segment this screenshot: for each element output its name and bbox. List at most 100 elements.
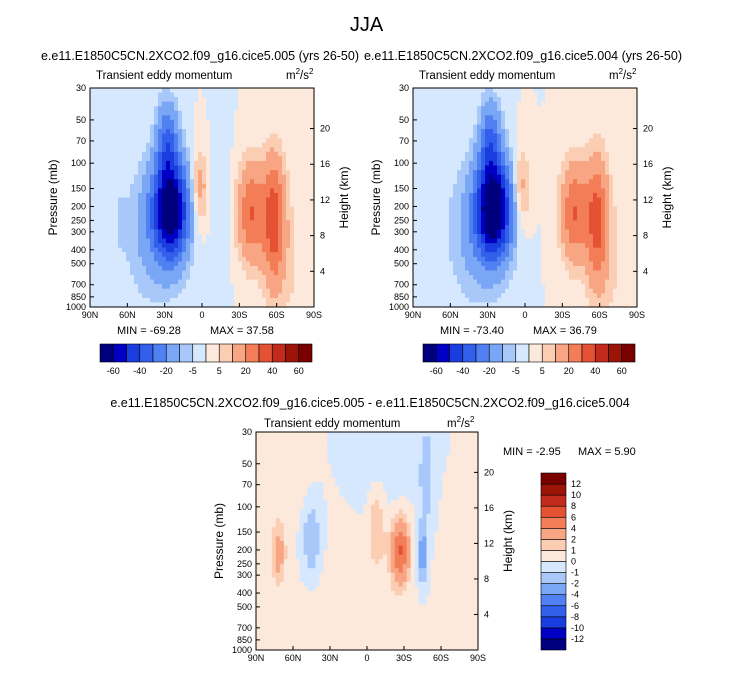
panel1-cell xyxy=(130,192,135,199)
panel1-cell xyxy=(198,284,203,290)
panel2-cell xyxy=(613,115,618,121)
panel2-cell xyxy=(437,224,442,231)
panel2-cell xyxy=(617,110,622,116)
panel1-cell xyxy=(226,161,231,167)
panel1-cell xyxy=(146,147,151,153)
panel2-cell xyxy=(549,88,554,94)
panel2-cell xyxy=(453,92,458,98)
panel1-cell xyxy=(302,224,307,231)
panel1-cell xyxy=(102,211,107,217)
panel1-cell xyxy=(306,92,311,98)
panel1-cell xyxy=(138,302,143,308)
panel1-cell xyxy=(202,206,207,212)
panel1-cell xyxy=(130,215,135,221)
panel2-cell xyxy=(533,92,538,98)
panel2-cell xyxy=(517,197,522,203)
panel1-cell xyxy=(134,129,139,135)
panel2-cell xyxy=(613,192,618,199)
panel2-cell xyxy=(629,124,634,130)
panel1-cell xyxy=(198,279,203,285)
panel1-cell xyxy=(214,261,219,267)
panel2-cell xyxy=(489,211,494,217)
panel1-cell xyxy=(210,211,215,217)
panel1-cell xyxy=(186,206,191,212)
panel2-cell xyxy=(521,119,526,126)
panel1-cell xyxy=(142,129,147,135)
panel2-cell xyxy=(421,202,426,208)
panel1-cell xyxy=(138,170,143,176)
panel1-cell xyxy=(114,261,119,267)
panel1-cell xyxy=(106,156,111,162)
panel1-cell xyxy=(254,179,259,185)
panel1-cell xyxy=(118,151,123,158)
panel2-cell xyxy=(609,247,614,253)
panel1-cell xyxy=(262,151,267,158)
panel1-cell xyxy=(206,119,211,126)
panel2-cell xyxy=(529,138,534,144)
panel2-cell xyxy=(441,197,446,203)
panel2-cell xyxy=(433,265,438,272)
panel1-cell xyxy=(218,302,223,308)
panel1-cell xyxy=(98,179,103,185)
panel1-cell xyxy=(230,106,235,112)
panel2-cell xyxy=(437,156,442,162)
panel1-cell xyxy=(218,97,223,103)
panel1-cell xyxy=(246,265,251,272)
panel2-cell xyxy=(413,256,418,262)
panel2-cell xyxy=(545,101,550,107)
panel2-cell xyxy=(525,197,530,203)
panel2-cell xyxy=(489,88,494,94)
panel1-cell xyxy=(150,174,155,180)
panel2-cell xyxy=(493,129,498,135)
panel2-cell xyxy=(453,202,458,208)
panel2-cell xyxy=(585,165,590,171)
panel2-cell xyxy=(581,256,586,262)
panel1-cell xyxy=(122,183,127,189)
panel1-cell xyxy=(202,106,207,112)
panel2-cell xyxy=(537,129,542,135)
panel2-cell xyxy=(501,243,506,249)
panel1-cell xyxy=(142,297,147,304)
panel1-cell xyxy=(190,256,195,262)
panel1-cell xyxy=(122,211,127,217)
panel1-cell xyxy=(186,188,191,194)
panel1-cell xyxy=(114,133,119,139)
panel1-cell xyxy=(150,156,155,162)
panel2-cell xyxy=(489,124,494,130)
panel1-cell xyxy=(206,129,211,135)
panel2-cell xyxy=(605,170,610,176)
panel2-cell xyxy=(433,174,438,180)
panel2-cell xyxy=(493,229,498,235)
panel1-cell xyxy=(302,215,307,221)
panel2-cell xyxy=(513,234,518,240)
panel2-cell xyxy=(429,119,434,126)
panel2-cell xyxy=(433,183,438,189)
panel1-cell xyxy=(238,211,243,217)
panel2-cell xyxy=(537,101,542,107)
panel2-cell xyxy=(541,261,546,267)
panel1-cell xyxy=(182,256,187,262)
panel1-cell xyxy=(166,97,171,103)
panel2-cell xyxy=(473,147,478,153)
panel1-cell xyxy=(242,224,247,231)
panel1-cell xyxy=(222,165,227,171)
panel2-cell xyxy=(417,211,422,217)
panel1-cell xyxy=(162,133,167,139)
panel2-cell xyxy=(505,147,510,153)
panel2-cell xyxy=(505,151,510,158)
panel2-cell xyxy=(413,243,418,249)
panel1-cell xyxy=(126,211,131,217)
panel2-cell xyxy=(601,92,606,98)
panel2-cell xyxy=(465,238,470,244)
panel2-cell xyxy=(477,147,482,153)
panel1-cell xyxy=(190,192,195,199)
panel1-cell xyxy=(114,165,119,171)
panel2-cell xyxy=(445,92,450,98)
panel1-cell xyxy=(182,151,187,158)
panel1-cell xyxy=(114,115,119,121)
panel2-cell xyxy=(505,224,510,231)
panel1-cell xyxy=(122,165,127,171)
panel2-cell xyxy=(417,156,422,162)
panel2-cell xyxy=(633,138,638,144)
panel2-cell xyxy=(569,243,574,249)
